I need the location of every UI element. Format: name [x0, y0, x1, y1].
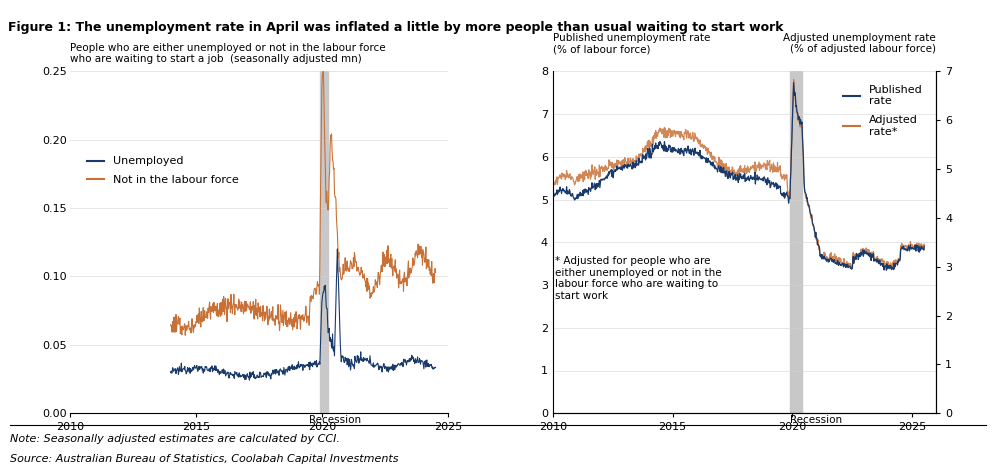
Text: Adjusted unemployment rate
(% of adjusted labour force): Adjusted unemployment rate (% of adjuste…: [784, 33, 936, 54]
Text: Note: Seasonally adjusted estimates are calculated by CCI.: Note: Seasonally adjusted estimates are …: [10, 434, 340, 444]
Text: Recession: Recession: [309, 415, 361, 425]
Text: Published unemployment rate
(% of labour force): Published unemployment rate (% of labour…: [553, 33, 710, 54]
Text: Recession: Recession: [791, 415, 843, 425]
Text: People who are either unemployed or not in the labour force
who are waiting to s: People who are either unemployed or not …: [70, 43, 385, 65]
Legend: Published
rate, Adjusted
rate*: Published rate, Adjusted rate*: [839, 80, 927, 141]
Text: Figure 1: The unemployment rate in April was inflated a little by more people th: Figure 1: The unemployment rate in April…: [8, 21, 784, 34]
Bar: [320, 71, 329, 413]
Bar: [790, 71, 802, 413]
Text: * Adjusted for people who are
either unemployed or not in the
labour force who a: * Adjusted for people who are either une…: [555, 256, 721, 301]
Text: Source: Australian Bureau of Statistics, Coolabah Capital Investments: Source: Australian Bureau of Statistics,…: [10, 454, 398, 464]
Legend: Unemployed, Not in the labour force: Unemployed, Not in the labour force: [83, 152, 243, 190]
